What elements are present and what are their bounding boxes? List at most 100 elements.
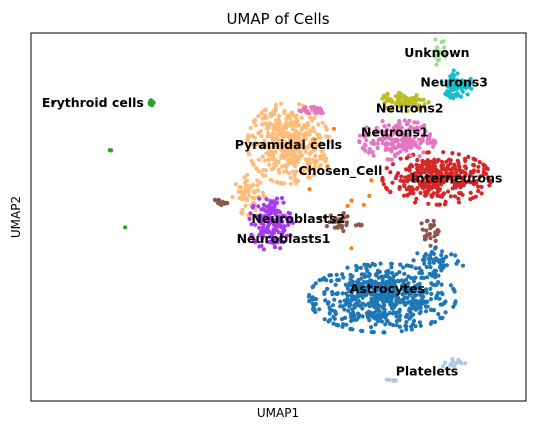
data-point	[277, 170, 282, 175]
data-point	[405, 142, 410, 148]
data-point	[434, 62, 439, 67]
data-point	[274, 208, 279, 213]
data-point	[385, 186, 390, 192]
data-point	[285, 162, 290, 167]
data-point	[437, 259, 442, 264]
data-point	[443, 54, 448, 59]
data-point	[396, 279, 401, 284]
data-point	[382, 124, 387, 129]
data-point	[429, 164, 434, 169]
data-point	[309, 150, 314, 155]
data-point	[281, 200, 286, 205]
data-point	[421, 185, 426, 190]
data-point	[385, 127, 390, 132]
data-point	[423, 167, 428, 172]
data-point	[434, 282, 439, 287]
data-point	[384, 166, 389, 171]
data-point	[274, 213, 279, 218]
data-point	[454, 261, 459, 266]
data-point	[270, 154, 276, 159]
data-point	[347, 304, 352, 309]
data-point	[409, 185, 414, 190]
data-point	[272, 142, 277, 147]
data-point	[424, 163, 429, 168]
data-point	[477, 160, 482, 165]
data-point	[252, 238, 257, 243]
data-point	[361, 202, 366, 207]
data-point	[428, 256, 433, 261]
data-point	[266, 125, 271, 130]
data-point	[433, 54, 438, 59]
data-point	[253, 123, 258, 128]
data-point	[403, 175, 408, 180]
cluster-points-neurons2	[380, 90, 431, 114]
data-point	[258, 213, 263, 218]
data-point	[330, 290, 335, 295]
data-point	[354, 268, 359, 273]
data-point	[454, 360, 459, 366]
data-point	[473, 194, 478, 199]
data-point	[373, 130, 378, 135]
data-point	[286, 123, 291, 128]
data-point	[371, 303, 376, 308]
data-point	[281, 223, 286, 229]
data-point	[311, 104, 316, 109]
data-point	[277, 215, 282, 220]
data-point	[463, 361, 468, 366]
data-point	[269, 200, 274, 205]
data-point	[340, 219, 345, 224]
cluster-label: Astrocytes	[350, 281, 425, 296]
data-point	[269, 167, 275, 172]
data-point	[352, 286, 357, 291]
data-point	[301, 142, 306, 147]
data-point	[376, 319, 381, 324]
data-point	[417, 179, 422, 184]
data-point	[448, 194, 453, 199]
data-point	[381, 93, 386, 98]
data-point	[257, 169, 262, 174]
data-point	[310, 125, 316, 131]
data-point	[402, 118, 407, 123]
data-point	[439, 253, 444, 258]
data-point	[440, 174, 445, 179]
data-point	[387, 310, 392, 315]
data-point	[376, 292, 381, 298]
data-point	[421, 176, 426, 181]
cluster-points-pyramidal-cells	[230, 101, 332, 218]
data-point	[285, 113, 290, 118]
cluster-label: Pyramidal cells	[235, 137, 342, 152]
data-point	[310, 295, 315, 300]
data-point	[397, 270, 402, 275]
data-point	[251, 119, 256, 125]
data-point	[394, 173, 399, 178]
data-point	[468, 197, 473, 202]
data-point	[338, 299, 343, 304]
data-point	[450, 359, 456, 364]
data-point	[267, 239, 273, 244]
data-point	[393, 378, 398, 383]
data-point	[313, 281, 318, 286]
data-point	[246, 150, 251, 155]
data-point	[423, 253, 428, 258]
data-point	[428, 226, 433, 231]
data-point	[309, 118, 314, 123]
data-point	[456, 152, 461, 157]
data-point	[312, 129, 317, 134]
data-point	[281, 124, 286, 129]
data-point	[280, 219, 285, 224]
data-point	[358, 265, 364, 270]
data-point	[272, 112, 277, 117]
cluster-points-platelets	[384, 356, 468, 383]
data-point	[374, 125, 379, 131]
data-point	[288, 116, 293, 122]
data-point	[268, 234, 273, 239]
data-point	[424, 264, 429, 270]
data-point	[327, 139, 332, 144]
data-point	[441, 150, 446, 155]
data-point	[212, 197, 217, 202]
data-point	[476, 164, 481, 169]
data-point	[412, 276, 417, 281]
data-point	[371, 282, 376, 287]
data-point	[311, 284, 316, 289]
cluster-points-astrocytes	[306, 245, 466, 335]
